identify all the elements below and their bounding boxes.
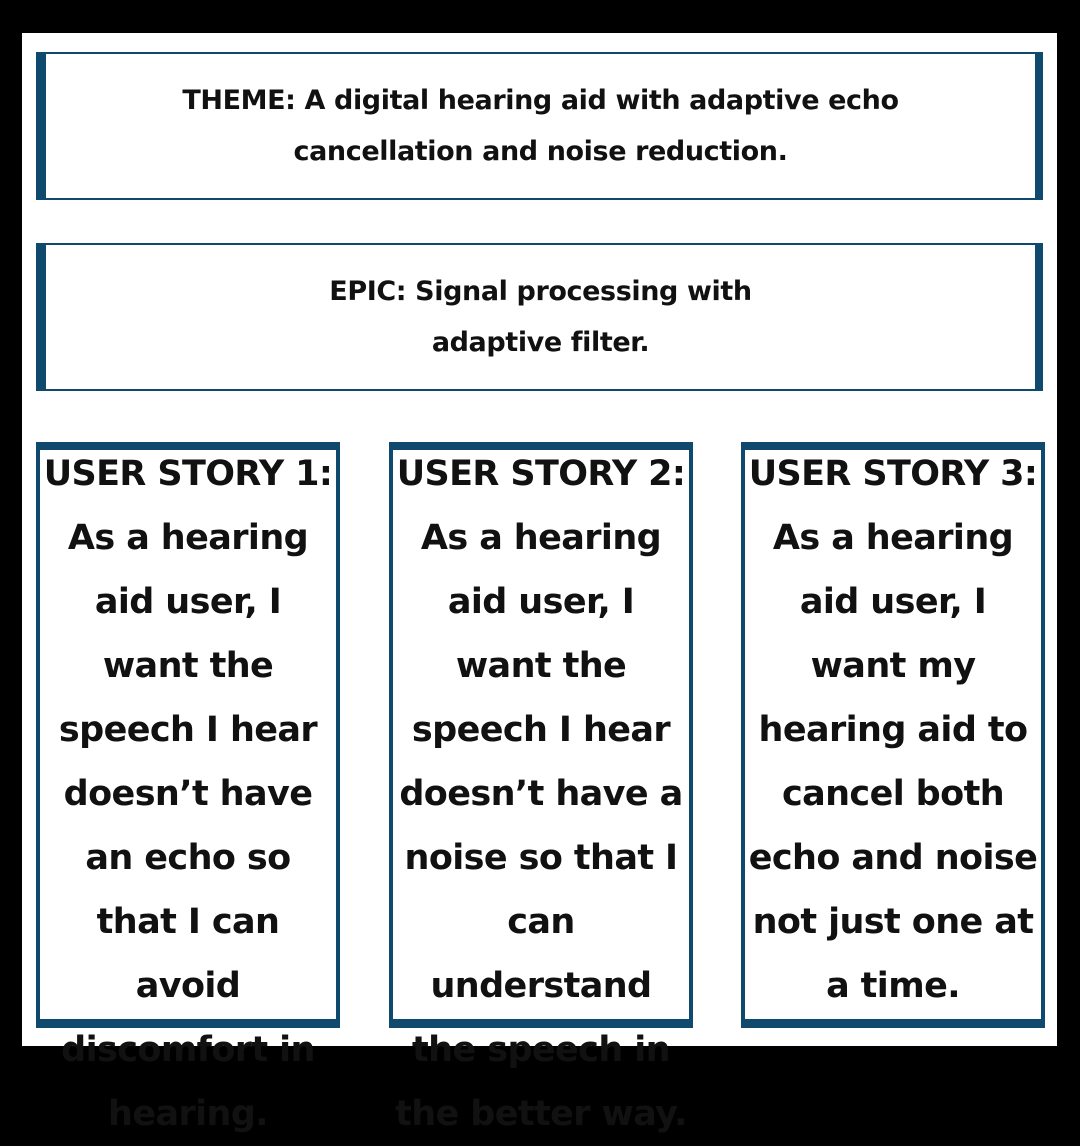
user-story-3-text: As a hearing aid user, I want my hearing… [748, 518, 1038, 1006]
user-story-2-text: As a hearing aid user, I want the speech… [395, 518, 687, 1134]
user-story-3-title: USER STORY 3: [748, 454, 1038, 494]
user-story-3-card: USER STORY 3: As a hearing aid user, I w… [741, 442, 1045, 1028]
user-story-1-title: USER STORY 1: [43, 454, 333, 494]
user-story-2-content: USER STORY 2: As a hearing aid user, I w… [393, 442, 689, 1146]
diagram-panel: THEME: A digital hearing aid with adapti… [22, 33, 1057, 1134]
theme-box: THEME: A digital hearing aid with adapti… [36, 52, 1043, 200]
epic-text: EPIC: Signal processing with adaptive fi… [329, 276, 752, 358]
user-story-1-text: As a hearing aid user, I want the speech… [58, 518, 318, 1134]
user-story-3-content: USER STORY 3: As a hearing aid user, I w… [745, 442, 1041, 1018]
user-story-2-card: USER STORY 2: As a hearing aid user, I w… [389, 442, 693, 1134]
epic-box: EPIC: Signal processing with adaptive fi… [36, 243, 1043, 391]
user-story-1-card: USER STORY 1: As a hearing aid user, I w… [36, 442, 340, 1134]
user-story-1-content: USER STORY 1: As a hearing aid user, I w… [40, 442, 336, 1146]
theme-text: THEME: A digital hearing aid with adapti… [182, 85, 899, 167]
user-story-2-title: USER STORY 2: [396, 454, 686, 494]
